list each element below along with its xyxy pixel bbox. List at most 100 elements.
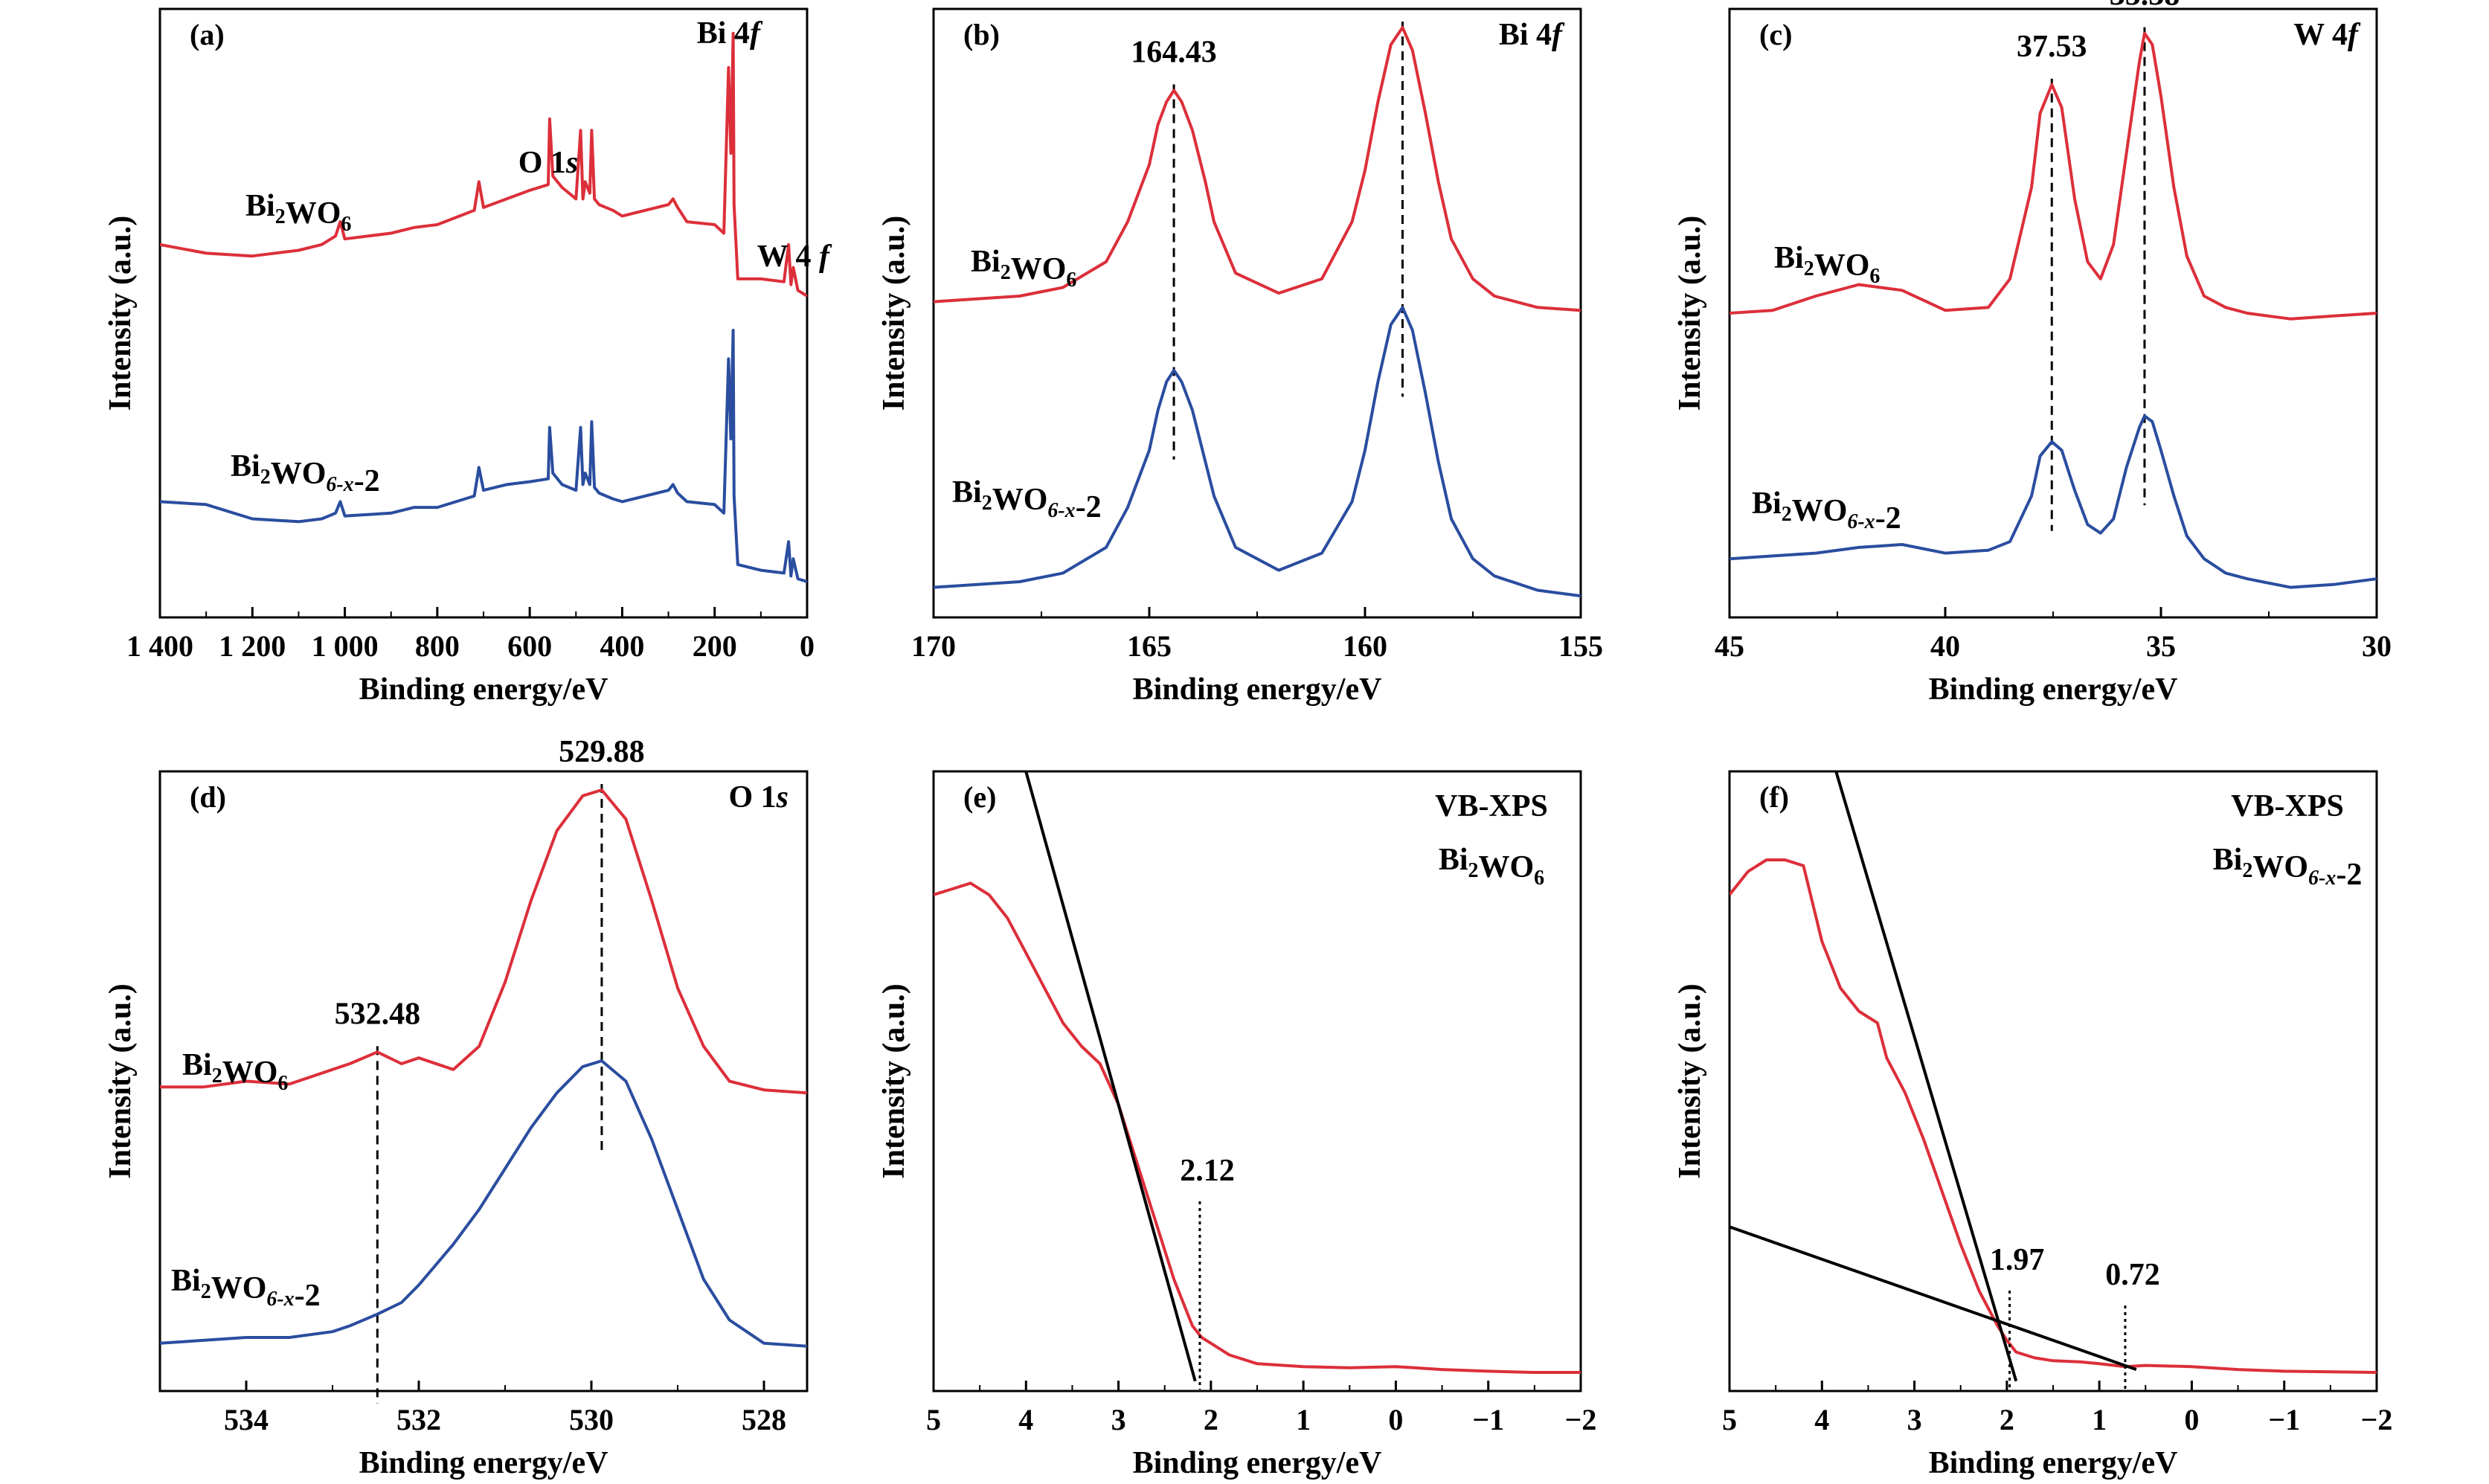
series-label: Bi2WO6 [971, 245, 1076, 292]
x-tick-label: 2 [1204, 1403, 1218, 1436]
x-tick-label: 4 [1018, 1403, 1033, 1436]
peak-label: 35.38 [2110, 0, 2180, 13]
x-tick-label: 800 [415, 629, 460, 663]
y-axis-title: Intensity (a.u.) [877, 216, 911, 411]
peak-label: 532.48 [335, 997, 421, 1031]
x-axis-title: Binding energy/eV [359, 672, 608, 707]
y-axis-title: Intensity (a.u.) [1673, 983, 1707, 1179]
series-line-red [160, 31, 807, 298]
element-annotation: Bi 4f [697, 16, 763, 51]
x-axis-title: Binding energy/eV [359, 1446, 608, 1480]
series-line-red [934, 26, 1581, 312]
x-tick-label: 3 [1111, 1403, 1126, 1436]
intercept-label: 2.12 [1180, 1154, 1235, 1188]
fit-line [1730, 1225, 2137, 1371]
x-axis-title: Binding energy/eV [1133, 1446, 1382, 1480]
x-tick-label: 0 [2184, 1403, 2199, 1436]
peak-label: 164.43 [1131, 35, 1217, 69]
intercept-label: 0.72 [2105, 1258, 2160, 1292]
peak-label: 529.88 [559, 735, 645, 769]
element-annotation: W 4 f [757, 240, 832, 274]
series-line-blue [1730, 414, 2377, 589]
panel-label: (d) [190, 780, 226, 814]
panel-e: 5 4 3 2 1 0 −1 −2 Binding energy/eV Intensity (a.… [877, 770, 1596, 1480]
series-label: Bi2WO6 [182, 1048, 288, 1095]
series-line-blue [160, 329, 807, 583]
x-tick-label: 1 400 [126, 629, 193, 663]
intercept-label: 1.97 [1990, 1243, 2045, 1277]
panel-label: (e) [963, 780, 996, 814]
panel-title-line: Bi2WO6-x-2 [2213, 843, 2363, 892]
series-line-blue [160, 1059, 807, 1348]
series-line-red [1730, 858, 2377, 1374]
x-tick-label: 600 [507, 629, 552, 663]
x-tick-label: 532 [396, 1403, 441, 1436]
x-tick-label: 30 [2362, 629, 2392, 663]
panel-title: O 1s [728, 780, 789, 815]
fit-line [1024, 771, 1197, 1382]
series-label: Bi2WO6 [1774, 241, 1880, 288]
series-label: Bi2WO6-x-2 [171, 1264, 321, 1313]
series-label: Bi2WO6-x-2 [952, 475, 1102, 524]
panel-title: Bi 4f [1499, 18, 1565, 52]
x-tick-label: 165 [1127, 629, 1172, 663]
series-line-red [1730, 31, 2377, 321]
x-tick-label: 400 [600, 629, 644, 663]
x-tick-label: 528 [742, 1403, 786, 1436]
x-tick-label: 1 000 [312, 629, 379, 663]
panel-title-line: VB-XPS [2231, 789, 2344, 823]
series-label: Bi2WO6 [245, 189, 351, 236]
y-axis-title: Intensity (a.u.) [103, 983, 138, 1179]
x-tick-label: 45 [1715, 629, 1744, 663]
x-tick-label: −1 [1472, 1403, 1504, 1436]
x-tick-label: 35 [2146, 629, 2176, 663]
panel-a: 1 400 1 200 1 000 800 600 400 200 0 Binding ener… [103, 7, 832, 707]
x-axis-title: Binding energy/eV [1929, 672, 2178, 707]
series-line-red [160, 788, 807, 1095]
x-axis-title: Binding energy/eV [1929, 1446, 2178, 1480]
panel-title: W 4f [2293, 18, 2361, 52]
x-tick-label: 0 [1388, 1403, 1403, 1436]
panel-label: (b) [963, 18, 1000, 51]
panel-title-line: VB-XPS [1435, 789, 1548, 823]
peak-label: 159.13 [1360, 0, 1446, 7]
series-label: Bi2WO6-x-2 [231, 449, 380, 498]
x-axis-title: Binding energy/eV [1133, 672, 1382, 707]
x-tick-label: 1 200 [219, 629, 286, 663]
x-tick-label: 2 [2000, 1403, 2014, 1436]
y-axis-title: Intensity (a.u.) [877, 983, 911, 1179]
x-tick-label: 200 [693, 629, 737, 663]
plot-frame [932, 7, 1582, 619]
x-tick-label: 1 [2092, 1403, 2107, 1436]
series-label: Bi2WO6-x-2 [1752, 486, 1901, 536]
y-axis-title: Intensity (a.u.) [103, 216, 138, 411]
plot-frame [158, 770, 809, 1393]
x-tick-label: 5 [926, 1403, 941, 1436]
x-tick-label: 155 [1558, 629, 1603, 663]
x-tick-label: 534 [224, 1403, 269, 1436]
x-tick-label: 160 [1343, 629, 1387, 663]
x-tick-label: 3 [1907, 1403, 1922, 1436]
x-tick-label: −1 [2268, 1403, 2300, 1436]
x-tick-label: 530 [569, 1403, 614, 1436]
panel-label: (c) [1759, 18, 1792, 51]
panel-b: 170 165 160 155 Binding energy/eV Intensity (… [877, 0, 1603, 707]
x-tick-label: 40 [1930, 629, 1960, 663]
x-tick-label: −2 [2361, 1403, 2393, 1436]
element-annotation: O 1s [518, 146, 579, 180]
panel-title-line: Bi2WO6 [1439, 843, 1544, 890]
peak-label: 37.53 [2017, 30, 2087, 64]
panel-d: 534 532 530 528 Binding energy/eV Intensity (… [103, 735, 809, 1480]
panel-label: (a) [190, 18, 225, 51]
y-axis-title: Intensity (a.u.) [1673, 216, 1707, 411]
x-tick-label: 4 [1814, 1403, 1829, 1436]
panel-f: 5 4 3 2 1 0 −1 −2 Binding energy/eV Intensity (a.… [1673, 770, 2393, 1480]
x-tick-label: 5 [1722, 1403, 1737, 1436]
panel-label: (f) [1759, 780, 1789, 814]
panel-c: 45 40 35 30 Binding energy/eV Intensity (a.u.… [1673, 0, 2392, 707]
series-line-blue [934, 306, 1581, 598]
x-tick-label: 170 [911, 629, 956, 663]
series-line-red [934, 881, 1581, 1374]
x-tick-label: 0 [800, 629, 815, 663]
